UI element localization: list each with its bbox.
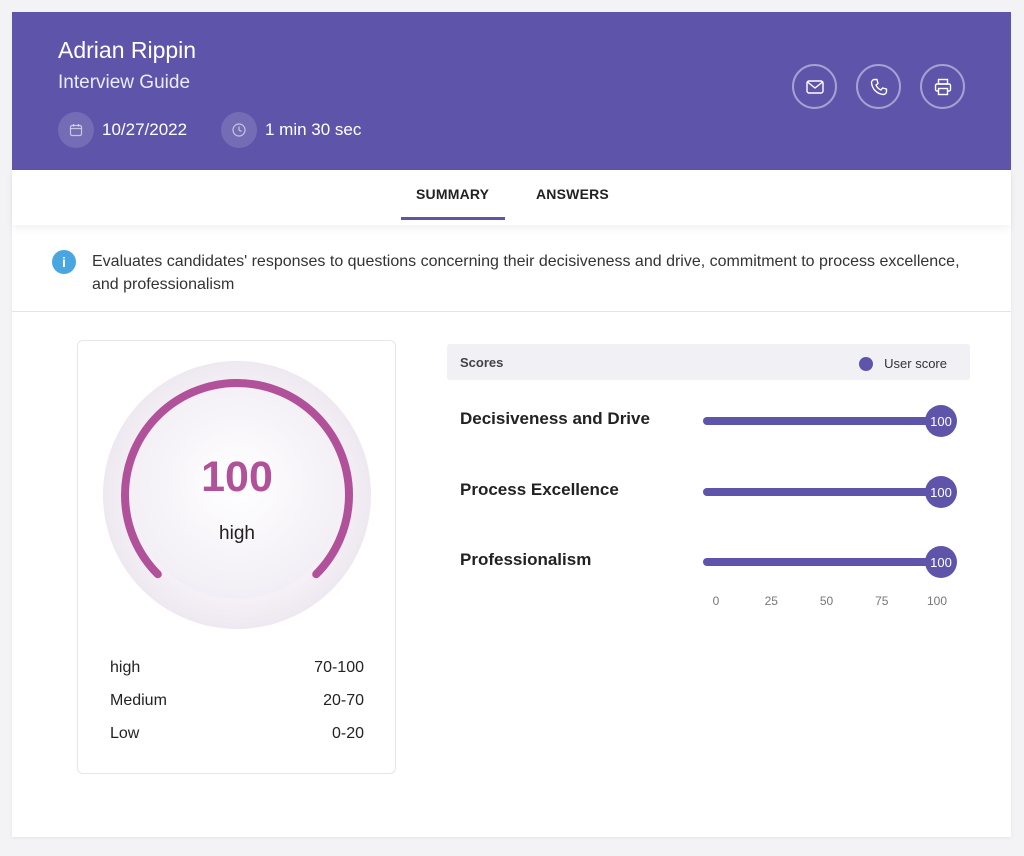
legend-row-medium: Medium 20-70 bbox=[110, 692, 364, 710]
clock-icon bbox=[221, 112, 257, 148]
email-button[interactable] bbox=[792, 64, 837, 109]
axis-tick-label: 75 bbox=[875, 594, 889, 608]
axis-tick-label: 25 bbox=[764, 594, 778, 608]
score-knob: 100 bbox=[925, 405, 957, 437]
view-tabs: SUMMARY ANSWERS bbox=[12, 170, 1011, 225]
date-text: 10/27/2022 bbox=[102, 120, 188, 139]
score-track: 100 bbox=[703, 476, 957, 508]
interview-summary-card: Adrian Rippin Interview Guide 10/27/2022… bbox=[12, 12, 1011, 837]
legend-range: 70-100 bbox=[314, 659, 364, 676]
score-fill bbox=[703, 488, 941, 496]
gauge-level: high bbox=[219, 523, 255, 544]
legend-label: Medium bbox=[110, 692, 167, 709]
legend-range: 0-20 bbox=[331, 725, 364, 742]
phone-icon bbox=[870, 78, 887, 95]
legend-range: 20-70 bbox=[323, 692, 364, 709]
user-score-legend-label: User score bbox=[884, 356, 947, 371]
tab-summary[interactable]: SUMMARY bbox=[416, 186, 490, 202]
call-button[interactable] bbox=[856, 64, 901, 109]
scores-title: Scores bbox=[460, 355, 504, 370]
guide-description: i Evaluates candidates' responses to que… bbox=[52, 250, 972, 296]
score-fill bbox=[703, 558, 941, 566]
candidate-header: Adrian Rippin Interview Guide 10/27/2022… bbox=[12, 12, 1011, 170]
description-text: Evaluates candidates' responses to quest… bbox=[92, 253, 960, 293]
legend-label: Low bbox=[110, 725, 140, 742]
duration-text: 1 min 30 sec bbox=[265, 120, 362, 139]
legend-row-high: high 70-100 bbox=[110, 659, 364, 677]
section-divider bbox=[12, 311, 1011, 312]
axis-tick-label: 100 bbox=[926, 594, 948, 608]
candidate-name: Adrian Rippin bbox=[58, 37, 197, 63]
print-button[interactable] bbox=[920, 64, 965, 109]
guide-subtitle: Interview Guide bbox=[58, 72, 191, 93]
printer-icon bbox=[934, 78, 951, 95]
score-gauge: 100 high bbox=[102, 360, 372, 630]
axis-tick-label: 0 bbox=[712, 594, 720, 608]
calendar-icon bbox=[58, 112, 94, 148]
gauge-arc bbox=[121, 379, 353, 579]
score-fill bbox=[703, 417, 941, 425]
scores-header: Scores User score bbox=[447, 344, 970, 380]
score-label: Process Excellence bbox=[460, 480, 619, 499]
score-track: 100 bbox=[703, 405, 957, 437]
score-knob: 100 bbox=[925, 476, 957, 508]
axis-tick-label: 50 bbox=[819, 594, 834, 608]
score-label: Professionalism bbox=[460, 550, 592, 569]
info-icon: i bbox=[52, 250, 76, 274]
user-score-dot bbox=[859, 356, 874, 371]
overall-score-card: 100 high high 70-100 Medium 20-70 Low 0-… bbox=[77, 340, 396, 774]
interview-date: 10/27/2022 bbox=[58, 112, 187, 148]
mail-icon bbox=[805, 79, 824, 94]
score-track: 100 bbox=[703, 546, 957, 578]
score-label: Decisiveness and Drive bbox=[460, 409, 650, 428]
header-actions bbox=[792, 64, 965, 109]
interview-duration: 1 min 30 sec bbox=[221, 112, 361, 148]
tab-answers[interactable]: ANSWERS bbox=[536, 186, 609, 202]
score-knob: 100 bbox=[925, 546, 957, 578]
active-tab-indicator bbox=[401, 217, 505, 220]
gauge-value: 100 bbox=[201, 453, 273, 501]
scores-legend: User score bbox=[859, 356, 947, 371]
legend-label: high bbox=[110, 659, 141, 676]
legend-row-low: Low 0-20 bbox=[110, 725, 364, 743]
